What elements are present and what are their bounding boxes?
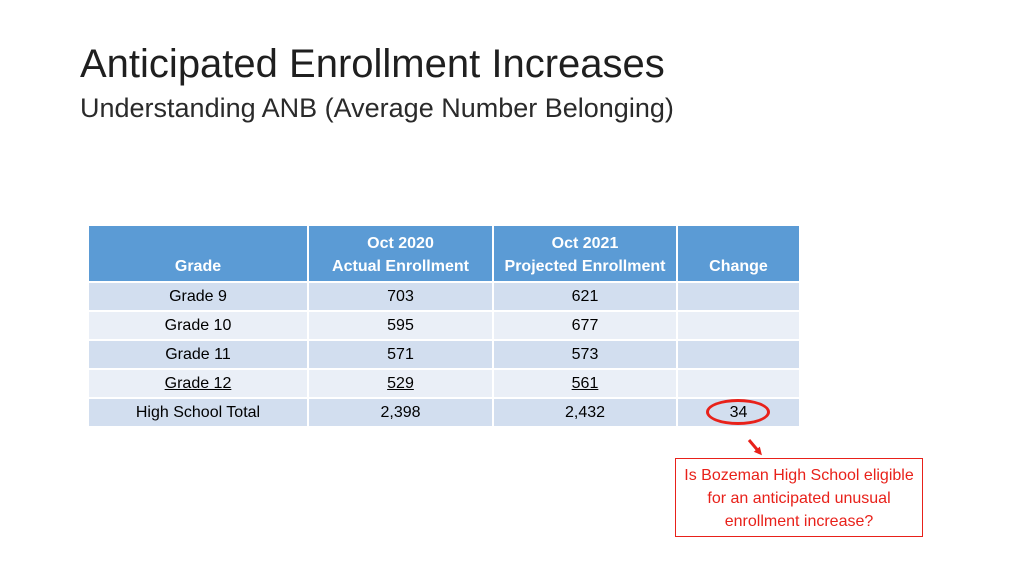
cell-actual: 703	[307, 281, 494, 312]
cell-grade: High School Total	[87, 397, 309, 428]
cell-grade: Grade 9	[87, 281, 309, 312]
slide-subtitle: Understanding ANB (Average Number Belong…	[80, 93, 674, 123]
cell-change	[676, 281, 801, 312]
cell-grade: Grade 11	[87, 339, 309, 370]
table-header-row: Grade Oct 2020 Actual Enrollment Oct 2021…	[87, 224, 801, 283]
cell-change	[676, 310, 801, 341]
header-actual-enrollment: Oct 2020 Actual Enrollment	[307, 224, 494, 283]
table-row: Grade 9 703 621	[87, 281, 801, 312]
cell-change-total: 34	[676, 397, 801, 428]
table-total-row: High School Total 2,398 2,432 34	[87, 397, 801, 428]
cell-actual: 2,398	[307, 397, 494, 428]
cell-change	[676, 339, 801, 370]
cell-projected: 621	[492, 281, 678, 312]
cell-actual: 529	[307, 368, 494, 399]
cell-projected: 2,432	[492, 397, 678, 428]
table-row: Grade 12 529 561	[87, 368, 801, 399]
slide-title: Anticipated Enrollment Increases	[80, 42, 665, 86]
cell-projected: 561	[492, 368, 678, 399]
cell-projected: 677	[492, 310, 678, 341]
table-row: Grade 10 595 677	[87, 310, 801, 341]
header-projected-enrollment: Oct 2021 Projected Enrollment	[492, 224, 678, 283]
cell-actual: 595	[307, 310, 494, 341]
cell-actual: 571	[307, 339, 494, 370]
cell-grade: Grade 10	[87, 310, 309, 341]
enrollment-table: Grade Oct 2020 Actual Enrollment Oct 2021…	[87, 224, 801, 428]
header-change: Change	[676, 224, 801, 283]
cell-projected: 573	[492, 339, 678, 370]
cell-grade: Grade 12	[87, 368, 309, 399]
callout-box: Is Bozeman High School eligible for an a…	[675, 458, 923, 537]
table-row: Grade 11 571 573	[87, 339, 801, 370]
header-grade: Grade	[87, 224, 309, 283]
cell-change	[676, 368, 801, 399]
highlight-circle	[706, 399, 770, 425]
